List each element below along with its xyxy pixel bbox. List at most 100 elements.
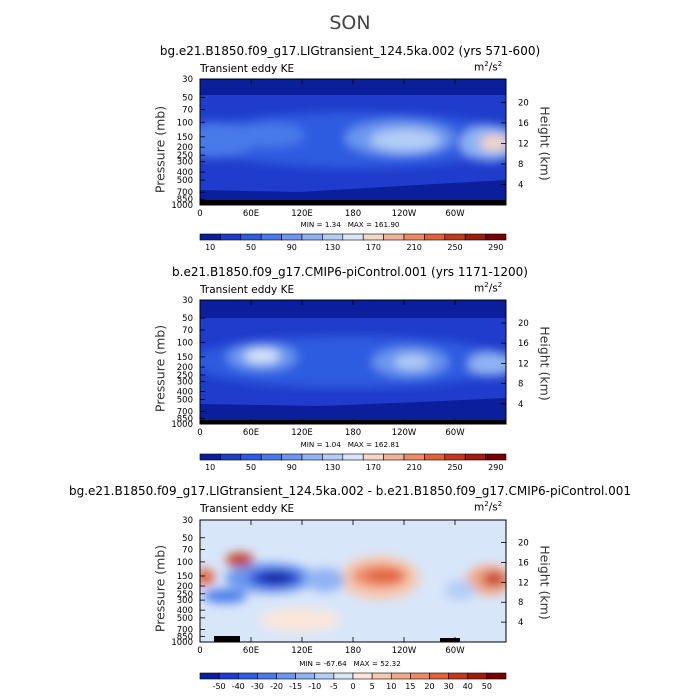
panel-2-field xyxy=(200,300,506,424)
colorbar-label: 20 xyxy=(424,682,434,691)
panel-3-pos-pacific-core xyxy=(367,570,403,582)
colorbar-swatch xyxy=(342,453,364,461)
colorbar-swatch xyxy=(429,672,449,680)
pressure-tick-label: 500 xyxy=(177,614,193,624)
colorbar-swatch xyxy=(260,453,282,461)
colorbar-swatch xyxy=(257,672,277,680)
colorbar-label: 30 xyxy=(444,682,454,691)
colorbar-swatch xyxy=(199,233,221,241)
colorbar-swatch xyxy=(281,453,303,461)
pressure-tick-label: 30 xyxy=(182,75,193,85)
panel-3-neg-east xyxy=(445,580,475,600)
panel-1-field xyxy=(200,79,506,205)
colorbar-label: 210 xyxy=(407,463,422,472)
colorbar-swatch xyxy=(485,453,507,461)
pressure-tick-label: 400 xyxy=(177,168,193,178)
colorbar-label: -10 xyxy=(308,682,321,691)
height-tick-label: 16 xyxy=(518,339,529,349)
colorbar-swatch xyxy=(301,233,323,241)
panel-2-blob-atlantic xyxy=(468,352,506,376)
colorbar-label: 290 xyxy=(488,463,503,472)
colorbar-swatch xyxy=(424,453,446,461)
lon-tick-label: 0 xyxy=(197,646,202,656)
colorbar-swatch xyxy=(390,672,411,680)
panel-1-surface-band xyxy=(200,180,506,205)
height-tick-label: 12 xyxy=(518,359,529,369)
pressure-tick-label: 250 xyxy=(177,590,193,600)
height-tick-label: 4 xyxy=(518,180,523,190)
panel-3-neg-west xyxy=(203,589,247,603)
height-tick-label: 8 xyxy=(518,160,523,170)
panel-3-pos-west xyxy=(200,569,215,585)
height-tick-label: 20 xyxy=(518,319,529,329)
colorbar-swatch xyxy=(295,672,316,680)
panel-1-units: m2/s2 xyxy=(474,60,503,74)
lon-tick-label: 60W xyxy=(445,209,465,219)
colorbar-label: 130 xyxy=(325,463,340,472)
colorbar-label: -50 xyxy=(213,682,226,691)
panel-3-field xyxy=(200,520,506,642)
pressure-tick-label: 200 xyxy=(177,363,193,373)
panel-1-colorbar: 10 50 90 130 170 210 250 290 xyxy=(199,233,507,252)
height-tick-label: 20 xyxy=(518,98,529,108)
panel-2-variable-label: Transient eddy KE xyxy=(200,284,295,296)
colorbar-swatch xyxy=(240,233,262,241)
pressure-tick-label: 70 xyxy=(182,105,193,115)
colorbar-swatch xyxy=(260,233,282,241)
pressure-tick-label: 50 xyxy=(182,534,193,544)
height-tick-label: 8 xyxy=(518,380,523,390)
height-tick-label: 8 xyxy=(518,598,523,608)
panel-2-blob-asia-core xyxy=(244,349,280,363)
pressure-tick-label: 1000 xyxy=(171,201,193,211)
colorbar-swatch xyxy=(218,672,239,680)
pressure-tick-label: 500 xyxy=(177,395,193,405)
pressure-tick-label: 1000 xyxy=(171,420,193,430)
pressure-tick-label: 700 xyxy=(177,188,193,198)
panel-3-colorbar: -50 -40 -30 -20 -15 -10 -5 0 5 10 15 20 30 40 50 xyxy=(199,672,507,691)
panel-3-pos-lower xyxy=(260,608,340,632)
colorbar-swatch xyxy=(220,453,242,461)
lon-tick-label: 120E xyxy=(291,646,313,656)
height-tick-label: 20 xyxy=(518,539,529,549)
panel-2-blob-pacific-core xyxy=(394,355,430,369)
colorbar-label: -30 xyxy=(251,682,264,691)
panel-3-title: bg.e21.B1850.f09_g17.LIGtransient_124.5k… xyxy=(68,484,632,498)
panel-1-top-band xyxy=(200,79,506,95)
colorbar-swatch xyxy=(424,233,446,241)
height-tick-label: 12 xyxy=(518,578,529,588)
pressure-tick-label: 200 xyxy=(177,582,193,592)
lon-tick-label: 120W xyxy=(392,646,417,656)
colorbar-swatch xyxy=(220,233,242,241)
colorbar-swatch xyxy=(240,453,262,461)
height-tick-label: 4 xyxy=(518,400,523,410)
colorbar-swatch xyxy=(314,672,335,680)
colorbar-label: 40 xyxy=(463,682,473,691)
colorbar-swatch xyxy=(281,233,303,241)
colorbar-label: 90 xyxy=(287,463,297,472)
panel-1-variable-label: Transient eddy KE xyxy=(200,63,295,75)
panel-3-variable-label: Transient eddy KE xyxy=(200,503,295,515)
lon-tick-label: 60W xyxy=(445,646,465,656)
colorbar-label: 130 xyxy=(325,243,340,252)
colorbar-swatch xyxy=(485,233,507,241)
panel-3-pos-atlantic-core xyxy=(482,572,506,586)
pressure-tick-label: 700 xyxy=(177,626,193,636)
colorbar-swatch xyxy=(464,233,486,241)
lon-tick-label: 120E xyxy=(291,428,313,438)
pressure-tick-label: 150 xyxy=(177,353,193,363)
colorbar-label: 170 xyxy=(366,463,381,472)
lon-tick-label: 60E xyxy=(243,428,259,438)
height-tick-label: 16 xyxy=(518,119,529,129)
lon-tick-label: 180 xyxy=(345,428,361,438)
panel-1-blob-atlantic-core xyxy=(480,135,506,151)
panel-2-minmax: MIN = 1.04 MAX = 162.81 xyxy=(300,440,400,449)
height-tick-label: 16 xyxy=(518,558,529,568)
lon-tick-label: 180 xyxy=(345,209,361,219)
season-title: SON xyxy=(329,12,371,34)
pressure-tick-label: 300 xyxy=(177,158,193,168)
panel-2-colorbar: 10 50 90 130 170 210 250 290 xyxy=(199,453,507,472)
panel-3-pos-asia xyxy=(226,553,254,567)
colorbar-swatch xyxy=(322,453,344,461)
